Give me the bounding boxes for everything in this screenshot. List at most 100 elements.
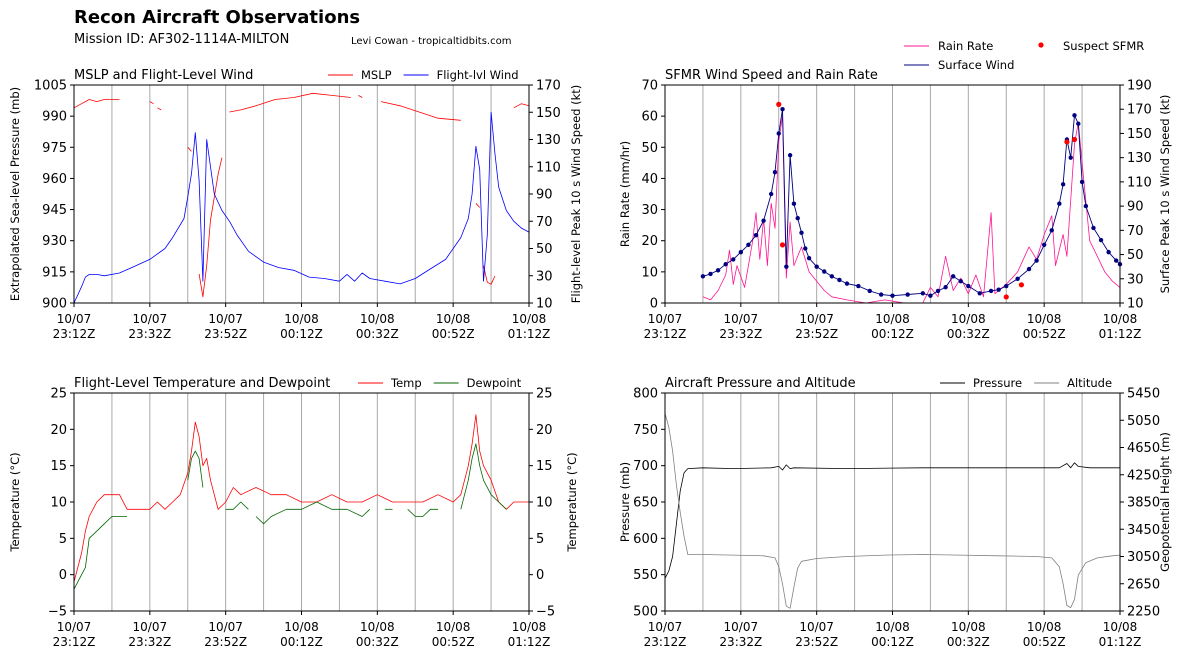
surface-wind-point	[700, 274, 706, 279]
surface-wind-point	[731, 257, 736, 262]
mslp-line	[149, 101, 154, 105]
y-tick-label: 700	[633, 459, 658, 474]
x-tick-date: 10/07	[57, 312, 92, 326]
y2-tick-label: 2250	[1127, 605, 1160, 620]
y2-tick-label: 5450	[1127, 387, 1160, 402]
suspect-sfmr-point	[1018, 282, 1025, 288]
surface-wind-point	[784, 264, 789, 269]
x-tick-time: 23:32Z	[128, 327, 171, 341]
y2-tick-label: 30	[536, 269, 553, 284]
x-tick-date: 10/08	[1027, 312, 1062, 326]
y-tick-label: 650	[633, 496, 658, 511]
legend-label: MSLP	[361, 68, 392, 82]
y-tick-label: 60	[641, 110, 658, 125]
surface-wind-point	[780, 107, 785, 112]
surface-wind-point	[1049, 228, 1054, 233]
y2-tick-label: 5050	[1127, 414, 1160, 429]
y2-tick-label: 0	[536, 568, 544, 583]
temp-line	[73, 414, 529, 583]
x-tick-time: 23:52Z	[204, 327, 247, 341]
y-tick-label: 0	[650, 297, 658, 312]
mslp-line	[187, 147, 192, 152]
chart-panel-2	[661, 84, 1124, 307]
surface-wind-point	[814, 264, 819, 269]
y-tick-label: 915	[42, 265, 67, 280]
y-tick-label: 975	[42, 141, 67, 156]
x-tick-date: 10/08	[512, 312, 547, 326]
surface-wind-point	[829, 274, 835, 279]
y2-axis-label: Temperature (°C)	[565, 452, 579, 552]
x-tick-time: 00:12Z	[280, 327, 323, 341]
mslp-line	[358, 95, 363, 98]
surface-wind-point	[799, 230, 804, 235]
x-tick-time: 23:12Z	[644, 327, 687, 341]
y2-tick-label: 30	[1127, 272, 1144, 287]
y2-tick-label: 190	[1127, 79, 1152, 94]
y-axis-label: Extrapolated Sea-level Pressure (mb)	[8, 87, 22, 301]
surface-wind-point	[1072, 113, 1077, 118]
surface-wind-point	[958, 279, 963, 284]
x-tick-date: 10/07	[208, 620, 243, 634]
surface-wind-point	[1114, 258, 1119, 263]
chart-title: MSLP and Flight-Level Wind	[74, 68, 253, 83]
mslp-line	[513, 103, 530, 109]
surface-wind-point	[890, 293, 895, 298]
surface-wind-line	[702, 108, 1121, 297]
y-tick-label: 30	[641, 203, 658, 218]
y2-tick-label: 3850	[1127, 496, 1160, 511]
surface-wind-point	[1106, 249, 1111, 255]
surface-wind-point	[708, 271, 713, 277]
mission-id: Mission ID: AF302-1114A-MILTON	[74, 32, 290, 47]
legend-label: Temp	[390, 376, 422, 390]
y-tick-label: 945	[42, 203, 67, 218]
surface-wind-point	[1060, 182, 1066, 187]
x-tick-time: 23:32Z	[719, 635, 762, 649]
y-tick-label: 600	[633, 532, 658, 547]
surface-wind-point	[867, 288, 872, 294]
y2-tick-label: 110	[536, 160, 561, 175]
pressure-line	[664, 462, 1120, 579]
y2-tick-label: 3450	[1127, 523, 1160, 538]
y2-tick-label: 150	[1127, 127, 1152, 142]
x-tick-time: 00:32Z	[947, 635, 990, 649]
x-tick-date: 10/08	[951, 620, 986, 634]
mslp-line	[157, 107, 162, 111]
y-tick-label: −5	[48, 605, 67, 620]
suspect-sfmr-point	[776, 101, 782, 107]
dewpoint-line	[255, 501, 371, 525]
y2-tick-label: 15	[536, 459, 553, 474]
y2-tick-label: 70	[536, 215, 553, 230]
altitude-line	[664, 413, 1121, 609]
x-tick-date: 10/08	[360, 620, 395, 634]
x-tick-date: 10/08	[360, 312, 395, 326]
legend-swatch	[1038, 42, 1044, 48]
mslp-line	[475, 203, 480, 208]
x-tick-time: 00:52Z	[1023, 635, 1066, 649]
surface-wind-point	[878, 292, 884, 297]
chart-panel-3	[70, 382, 533, 615]
y-tick-label: 900	[42, 297, 67, 312]
dewpoint-line	[73, 516, 128, 590]
x-tick-date: 10/08	[512, 620, 547, 634]
surface-wind-point	[966, 283, 971, 289]
y2-tick-label: 130	[1127, 151, 1152, 166]
x-tick-time: 23:12Z	[644, 635, 687, 649]
x-tick-time: 23:52Z	[204, 635, 247, 649]
surface-wind-point	[806, 255, 812, 261]
y2-tick-label: 150	[536, 106, 561, 121]
y2-tick-label: 10	[536, 496, 553, 511]
y2-tick-label: 110	[1127, 175, 1152, 190]
x-tick-date: 10/07	[208, 312, 243, 326]
surface-wind-point	[746, 242, 751, 248]
y-axis-label: Rain Rate (mm/hr)	[618, 141, 632, 247]
mslp-line	[73, 99, 120, 109]
dewpoint-line	[187, 450, 204, 488]
surface-wind-point	[1076, 121, 1081, 126]
suspect-sfmr-point	[1064, 139, 1070, 145]
surface-wind-point	[1004, 283, 1009, 289]
chart-title: SFMR Wind Speed and Rain Rate	[665, 68, 878, 83]
surface-wind-point	[787, 153, 793, 158]
x-tick-time: 23:52Z	[795, 327, 838, 341]
surface-wind-point	[837, 277, 842, 283]
chart-title: Flight-Level Temperature and Dewpoint	[74, 376, 330, 391]
